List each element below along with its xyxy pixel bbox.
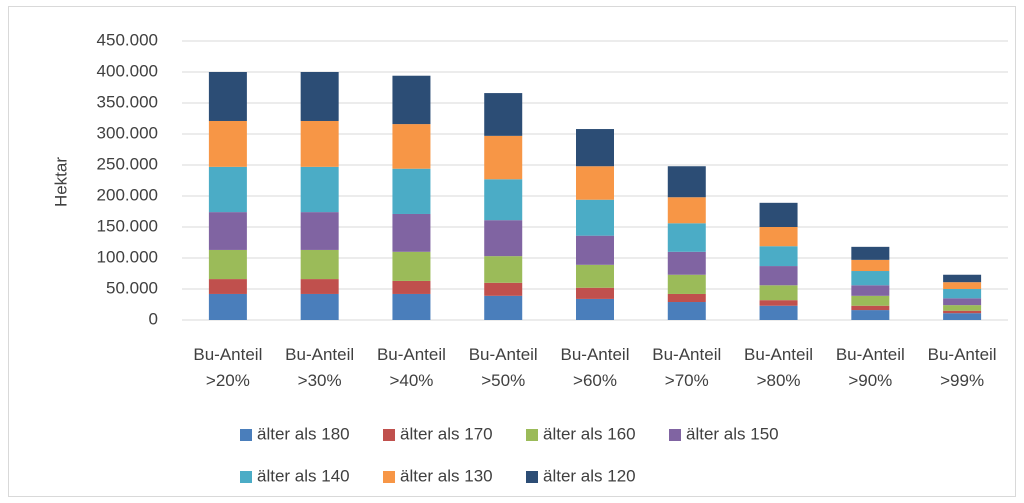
bar-segment bbox=[392, 293, 431, 320]
legend-label: älter als 120 bbox=[543, 466, 636, 485]
bar-segment bbox=[484, 256, 523, 283]
bar-segment bbox=[759, 305, 798, 320]
bar-segment bbox=[484, 220, 523, 257]
y-tick-label: 200.000 bbox=[97, 185, 158, 204]
bar-segment bbox=[484, 282, 523, 296]
bar-segment bbox=[484, 295, 523, 320]
bar-segment bbox=[759, 246, 798, 267]
bar-segment bbox=[851, 310, 890, 320]
x-tick-label: Bu-Anteil >50% bbox=[468, 345, 538, 390]
bar-segment bbox=[667, 223, 706, 252]
legend-label: älter als 150 bbox=[686, 424, 779, 443]
y-tick-label: 400.000 bbox=[97, 61, 158, 80]
bar-segment bbox=[576, 166, 614, 200]
y-tick-label: 100.000 bbox=[97, 247, 158, 266]
bar-segment bbox=[576, 298, 614, 320]
bar-segment bbox=[392, 75, 431, 125]
bar-segment bbox=[484, 93, 523, 136]
bar-segment bbox=[851, 259, 890, 272]
bar-segment bbox=[300, 279, 339, 294]
bar-segment bbox=[576, 287, 614, 299]
bar-segment bbox=[484, 135, 523, 180]
bar-segment bbox=[300, 293, 339, 320]
y-tick-label: 0 bbox=[149, 309, 158, 328]
bar-segment bbox=[300, 166, 339, 213]
legend-label: älter als 160 bbox=[543, 424, 636, 443]
x-tick-label: Bu-Anteil >99% bbox=[927, 345, 997, 390]
bar-segment bbox=[667, 274, 706, 294]
x-tick-label: Bu-Anteil >60% bbox=[560, 345, 630, 390]
bar-segment bbox=[943, 313, 982, 320]
bar-segment bbox=[667, 166, 706, 198]
y-tick-label: 150.000 bbox=[97, 216, 158, 235]
bar-segment bbox=[851, 246, 890, 260]
bar-segment bbox=[759, 300, 798, 306]
x-tick-label: Bu-Anteil >40% bbox=[376, 345, 446, 390]
bar-segment bbox=[576, 264, 614, 288]
bar-segment bbox=[208, 166, 247, 213]
legend-swatch bbox=[240, 471, 252, 483]
bar-segment bbox=[300, 249, 339, 280]
bar-segment bbox=[576, 235, 614, 265]
bar-segment bbox=[851, 295, 890, 306]
legend-label: älter als 140 bbox=[257, 466, 350, 485]
bar-segment bbox=[576, 199, 614, 236]
bar-segment bbox=[943, 305, 982, 311]
bar-segment bbox=[851, 305, 890, 311]
y-tick-label: 450.000 bbox=[97, 30, 158, 49]
legend-swatch bbox=[240, 429, 252, 441]
y-tick-label: 50.000 bbox=[106, 278, 158, 297]
bar-segment bbox=[667, 251, 706, 275]
bar-segment bbox=[300, 212, 339, 250]
bar-segment bbox=[484, 179, 523, 221]
legend-label: älter als 130 bbox=[400, 466, 493, 485]
bar-segment bbox=[667, 302, 706, 320]
x-tick-label: Bu-Anteil >30% bbox=[285, 345, 355, 390]
bar-segment bbox=[208, 72, 247, 121]
bar-segment bbox=[759, 202, 798, 227]
bar-segment bbox=[943, 310, 982, 314]
bar-segment bbox=[208, 120, 247, 167]
x-tick-label: Bu-Anteil >20% bbox=[193, 345, 263, 390]
bar-segment bbox=[300, 72, 339, 121]
bar-segment bbox=[943, 289, 982, 299]
bar-segment bbox=[943, 282, 982, 289]
bar-segment bbox=[667, 197, 706, 224]
legend-swatch bbox=[669, 429, 681, 441]
bar-segment bbox=[208, 249, 247, 280]
bar-segment bbox=[759, 266, 798, 286]
legend-swatch bbox=[526, 471, 538, 483]
bar-segment bbox=[392, 213, 431, 252]
bar-segment bbox=[392, 124, 431, 169]
bar-segment bbox=[576, 129, 614, 167]
legend-label: älter als 180 bbox=[257, 424, 350, 443]
legend-swatch bbox=[526, 429, 538, 441]
bar-segment bbox=[943, 298, 982, 306]
y-tick-label: 250.000 bbox=[97, 154, 158, 173]
bar-segment bbox=[300, 120, 339, 167]
y-tick-label: 350.000 bbox=[97, 92, 158, 111]
legend-label: älter als 170 bbox=[400, 424, 493, 443]
bar-segment bbox=[208, 293, 247, 320]
bar-segment bbox=[208, 279, 247, 294]
bar-segment bbox=[851, 271, 890, 286]
y-axis-label: Hektar bbox=[51, 157, 70, 207]
bar-segment bbox=[851, 285, 890, 296]
bar-segment bbox=[943, 274, 982, 283]
legend-swatch bbox=[383, 429, 395, 441]
x-tick-label: Bu-Anteil >70% bbox=[652, 345, 722, 390]
bar-segment bbox=[759, 227, 798, 247]
legend-swatch bbox=[383, 471, 395, 483]
bar-segment bbox=[392, 280, 431, 294]
y-tick-label: 300.000 bbox=[97, 123, 158, 142]
x-tick-label: Bu-Anteil >90% bbox=[835, 345, 905, 390]
bar-segment bbox=[759, 285, 798, 301]
x-tick-label: Bu-Anteil >80% bbox=[744, 345, 814, 390]
bar-segment bbox=[667, 293, 706, 303]
bar-segment bbox=[392, 168, 431, 214]
bar-segment bbox=[392, 251, 431, 281]
bar-segment bbox=[208, 212, 247, 250]
